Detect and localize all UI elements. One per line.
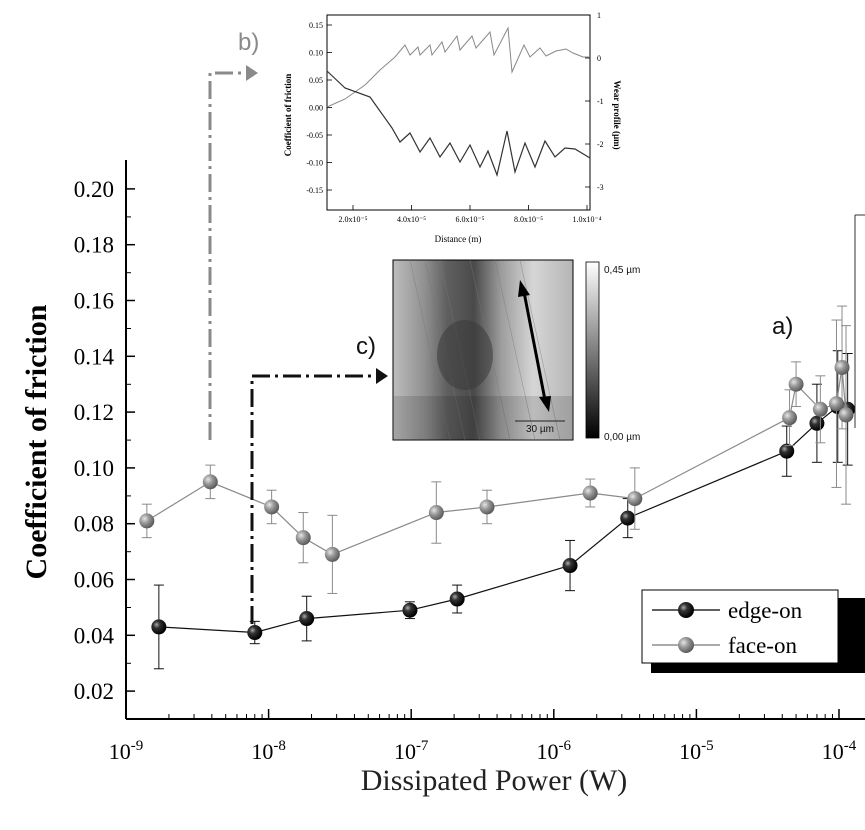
data-point <box>202 474 218 490</box>
data-point <box>479 499 495 515</box>
data-point <box>627 491 643 507</box>
annotation-b-label: b) <box>238 29 259 56</box>
inset-b-y-tick-label-right: 1 <box>597 11 601 20</box>
y-tick-label: 0.12 <box>74 400 114 425</box>
data-point <box>449 591 465 607</box>
series-edge-on <box>151 350 856 670</box>
inset-b-y-label-left: Coefficient of friction <box>283 74 293 156</box>
data-point <box>428 505 444 521</box>
x-axis-label: Dissipated Power (W) <box>361 764 628 797</box>
afm-scale-bottom-label: 0,00 µm <box>604 432 640 443</box>
data-point <box>402 602 418 618</box>
inset-b-x-tick-label: 1.0x10⁻⁴ <box>572 215 601 224</box>
inset-b-x-tick-label: 2.0x10⁻⁵ <box>338 215 367 224</box>
data-point <box>828 396 844 412</box>
x-tick-label: 10-6 <box>537 738 572 764</box>
y-tick-label: 0.06 <box>74 568 114 593</box>
afm-dark-region <box>437 320 493 390</box>
inset-b-frame <box>326 14 591 211</box>
data-point <box>139 513 155 529</box>
legend-marker-edge-on <box>678 602 694 618</box>
annotation-a-label: a) <box>772 313 793 340</box>
inset-b-y-tick-label-left: -0.05 <box>306 131 323 140</box>
afm-color-scale <box>585 261 600 439</box>
y-tick-label: 0.18 <box>74 233 114 258</box>
data-point <box>788 376 804 392</box>
inset-b-x-tick-label: 8.0x10⁻⁵ <box>514 215 543 224</box>
inset-b-y-tick-label-left: -0.15 <box>306 186 323 195</box>
data-point <box>812 401 828 417</box>
data-point <box>562 558 578 574</box>
x-tick-label: 10-8 <box>251 738 286 764</box>
inset-b-y-tick-label-left: 0.00 <box>309 104 323 113</box>
inset-b-y-label-right: Wear profile (µm) <box>612 80 622 149</box>
data-point <box>838 407 854 423</box>
annotation-b-arrowhead <box>246 65 258 81</box>
inset-b-wear-line <box>326 26 590 108</box>
y-tick-label: 0.20 <box>74 177 114 202</box>
data-point <box>834 359 850 375</box>
inset-b-y-tick-label-right: -1 <box>597 97 604 106</box>
inset-b-y-tick-label-right: -3 <box>597 183 604 192</box>
afm-arrow-head-top <box>518 280 530 297</box>
afm-scalebar-label: 30 µm <box>526 424 554 435</box>
inset-b-friction-line <box>326 70 591 178</box>
annotation-c-arrowhead <box>376 368 388 384</box>
inset-b-plot: Distance (m) Coefficient of friction Wea… <box>283 11 622 244</box>
x-tick-label: 10-5 <box>679 738 714 764</box>
data-point <box>151 619 167 635</box>
legend-label-face-on: face-on <box>728 633 797 658</box>
afm-scale-top-label: 0,45 µm <box>604 265 640 276</box>
inset-c-afm: 30 µm 0,45 µm 0,00 µm <box>392 259 640 443</box>
y-tick-label: 0.16 <box>74 289 114 314</box>
inset-b-y-tick-label-left: 0.15 <box>309 21 323 30</box>
series-face-on <box>139 305 854 594</box>
data-point <box>582 485 598 501</box>
legend-box <box>641 589 839 664</box>
y-tick-label: 0.08 <box>74 512 114 537</box>
data-point <box>299 611 315 627</box>
inset-b-y-tick-label-right: 0 <box>597 54 601 63</box>
y-axis-label: Coefficient of friction <box>20 304 53 579</box>
y-tick-label: 0.04 <box>74 623 115 648</box>
annotation-b-arrow <box>208 71 248 440</box>
y-tick-label: 0.10 <box>74 456 114 481</box>
inset-b-y-tick-label-left: 0.10 <box>309 49 323 58</box>
x-tick-label: 10-4 <box>822 738 857 764</box>
inset-b-y-tick-label-left: 0.05 <box>309 76 323 85</box>
data-point <box>247 625 263 641</box>
data-point <box>782 410 798 426</box>
x-tick-label: 10-9 <box>109 738 144 764</box>
afm-arrow-shaft <box>522 291 547 401</box>
series-layer <box>139 305 856 670</box>
inset-b-y-tick-label-left: -0.10 <box>306 159 323 168</box>
inset-b-x-tick-label: 4.0x10⁻⁵ <box>397 215 426 224</box>
annotation-c-arrow <box>250 374 378 624</box>
inset-b-x-tick-label: 6.0x10⁻⁵ <box>455 215 484 224</box>
afm-texture <box>409 259 561 441</box>
data-point <box>620 510 636 526</box>
legend-label-edge-on: edge-on <box>728 598 803 623</box>
legend-marker-face-on <box>678 637 694 653</box>
afm-arrow-head-bottom <box>539 396 551 412</box>
axes: 10-9 10-8 10-7 10-6 10-5 10-4 0.02 0.04 0.06 0.0… <box>74 160 865 764</box>
data-point <box>324 546 340 562</box>
y-tick-label: 0.02 <box>74 679 114 704</box>
data-point <box>264 499 280 515</box>
y-tick-label: 0.14 <box>74 344 115 369</box>
data-point <box>295 530 311 546</box>
data-point <box>779 443 795 459</box>
inset-b-y-tick-label-right: -2 <box>597 140 604 149</box>
legend: edge-on face-on <box>641 589 865 673</box>
afm-lower-band <box>394 396 572 439</box>
annotation-c-label: c) <box>356 333 376 360</box>
data-point <box>809 415 825 431</box>
x-tick-label: 10-7 <box>394 738 429 764</box>
inset-b-x-label: Distance (m) <box>435 234 482 244</box>
